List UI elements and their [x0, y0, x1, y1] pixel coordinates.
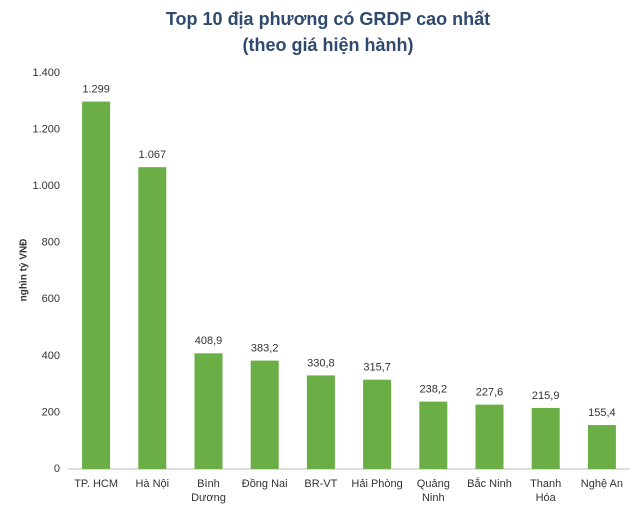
value-label: 215,9 [532, 390, 560, 402]
value-label: 1.299 [82, 83, 110, 95]
value-label: 1.067 [139, 149, 167, 161]
bar [138, 167, 167, 470]
y-tick-label: 400 [42, 350, 60, 362]
value-label: 227,6 [476, 387, 504, 399]
bar [306, 375, 335, 469]
bar [194, 353, 223, 469]
x-tick-label: Bắc Ninh [467, 478, 512, 490]
x-tick-label: Nghệ An [580, 478, 623, 490]
x-tick-label: Đồng Nai [241, 478, 288, 490]
value-label: 315,7 [363, 362, 391, 374]
bar [250, 360, 279, 469]
y-tick-label: 800 [42, 237, 60, 249]
bar [363, 379, 392, 469]
chart-subtitle: (theo giá hiện hành) [243, 35, 414, 55]
bar [587, 425, 616, 469]
value-label: 408,9 [195, 335, 223, 347]
x-tick-label: Quảng Ninh [416, 478, 450, 504]
y-axis-label: nghìn tỷ VNĐ [19, 239, 30, 302]
value-label: 238,2 [420, 384, 448, 396]
x-tick-label: BR-VT [304, 478, 338, 490]
y-tick-label: 200 [42, 406, 60, 418]
y-tick-label: 1.200 [32, 123, 60, 135]
x-tick-label: TP. HCM [74, 478, 118, 490]
y-tick-label: 1.000 [32, 180, 60, 192]
x-tick-label: Hà Nội [135, 478, 170, 490]
x-tick-label: Bình Dương [191, 478, 226, 504]
bar [82, 101, 111, 469]
bar [531, 407, 560, 469]
bar [475, 404, 504, 469]
chart-title: Top 10 địa phương có GRDP cao nhất [166, 9, 490, 29]
y-tick-label: 1.400 [32, 67, 60, 79]
y-tick-label: 600 [42, 293, 60, 305]
x-tick-label: Thanh Hóa [530, 478, 562, 504]
x-tick-label: Hải Phòng [351, 478, 403, 490]
value-label: 330,8 [307, 357, 335, 369]
value-label: 383,2 [251, 343, 279, 355]
y-tick-label: 0 [54, 463, 60, 475]
value-label: 155,4 [588, 407, 616, 419]
bar [419, 401, 448, 469]
